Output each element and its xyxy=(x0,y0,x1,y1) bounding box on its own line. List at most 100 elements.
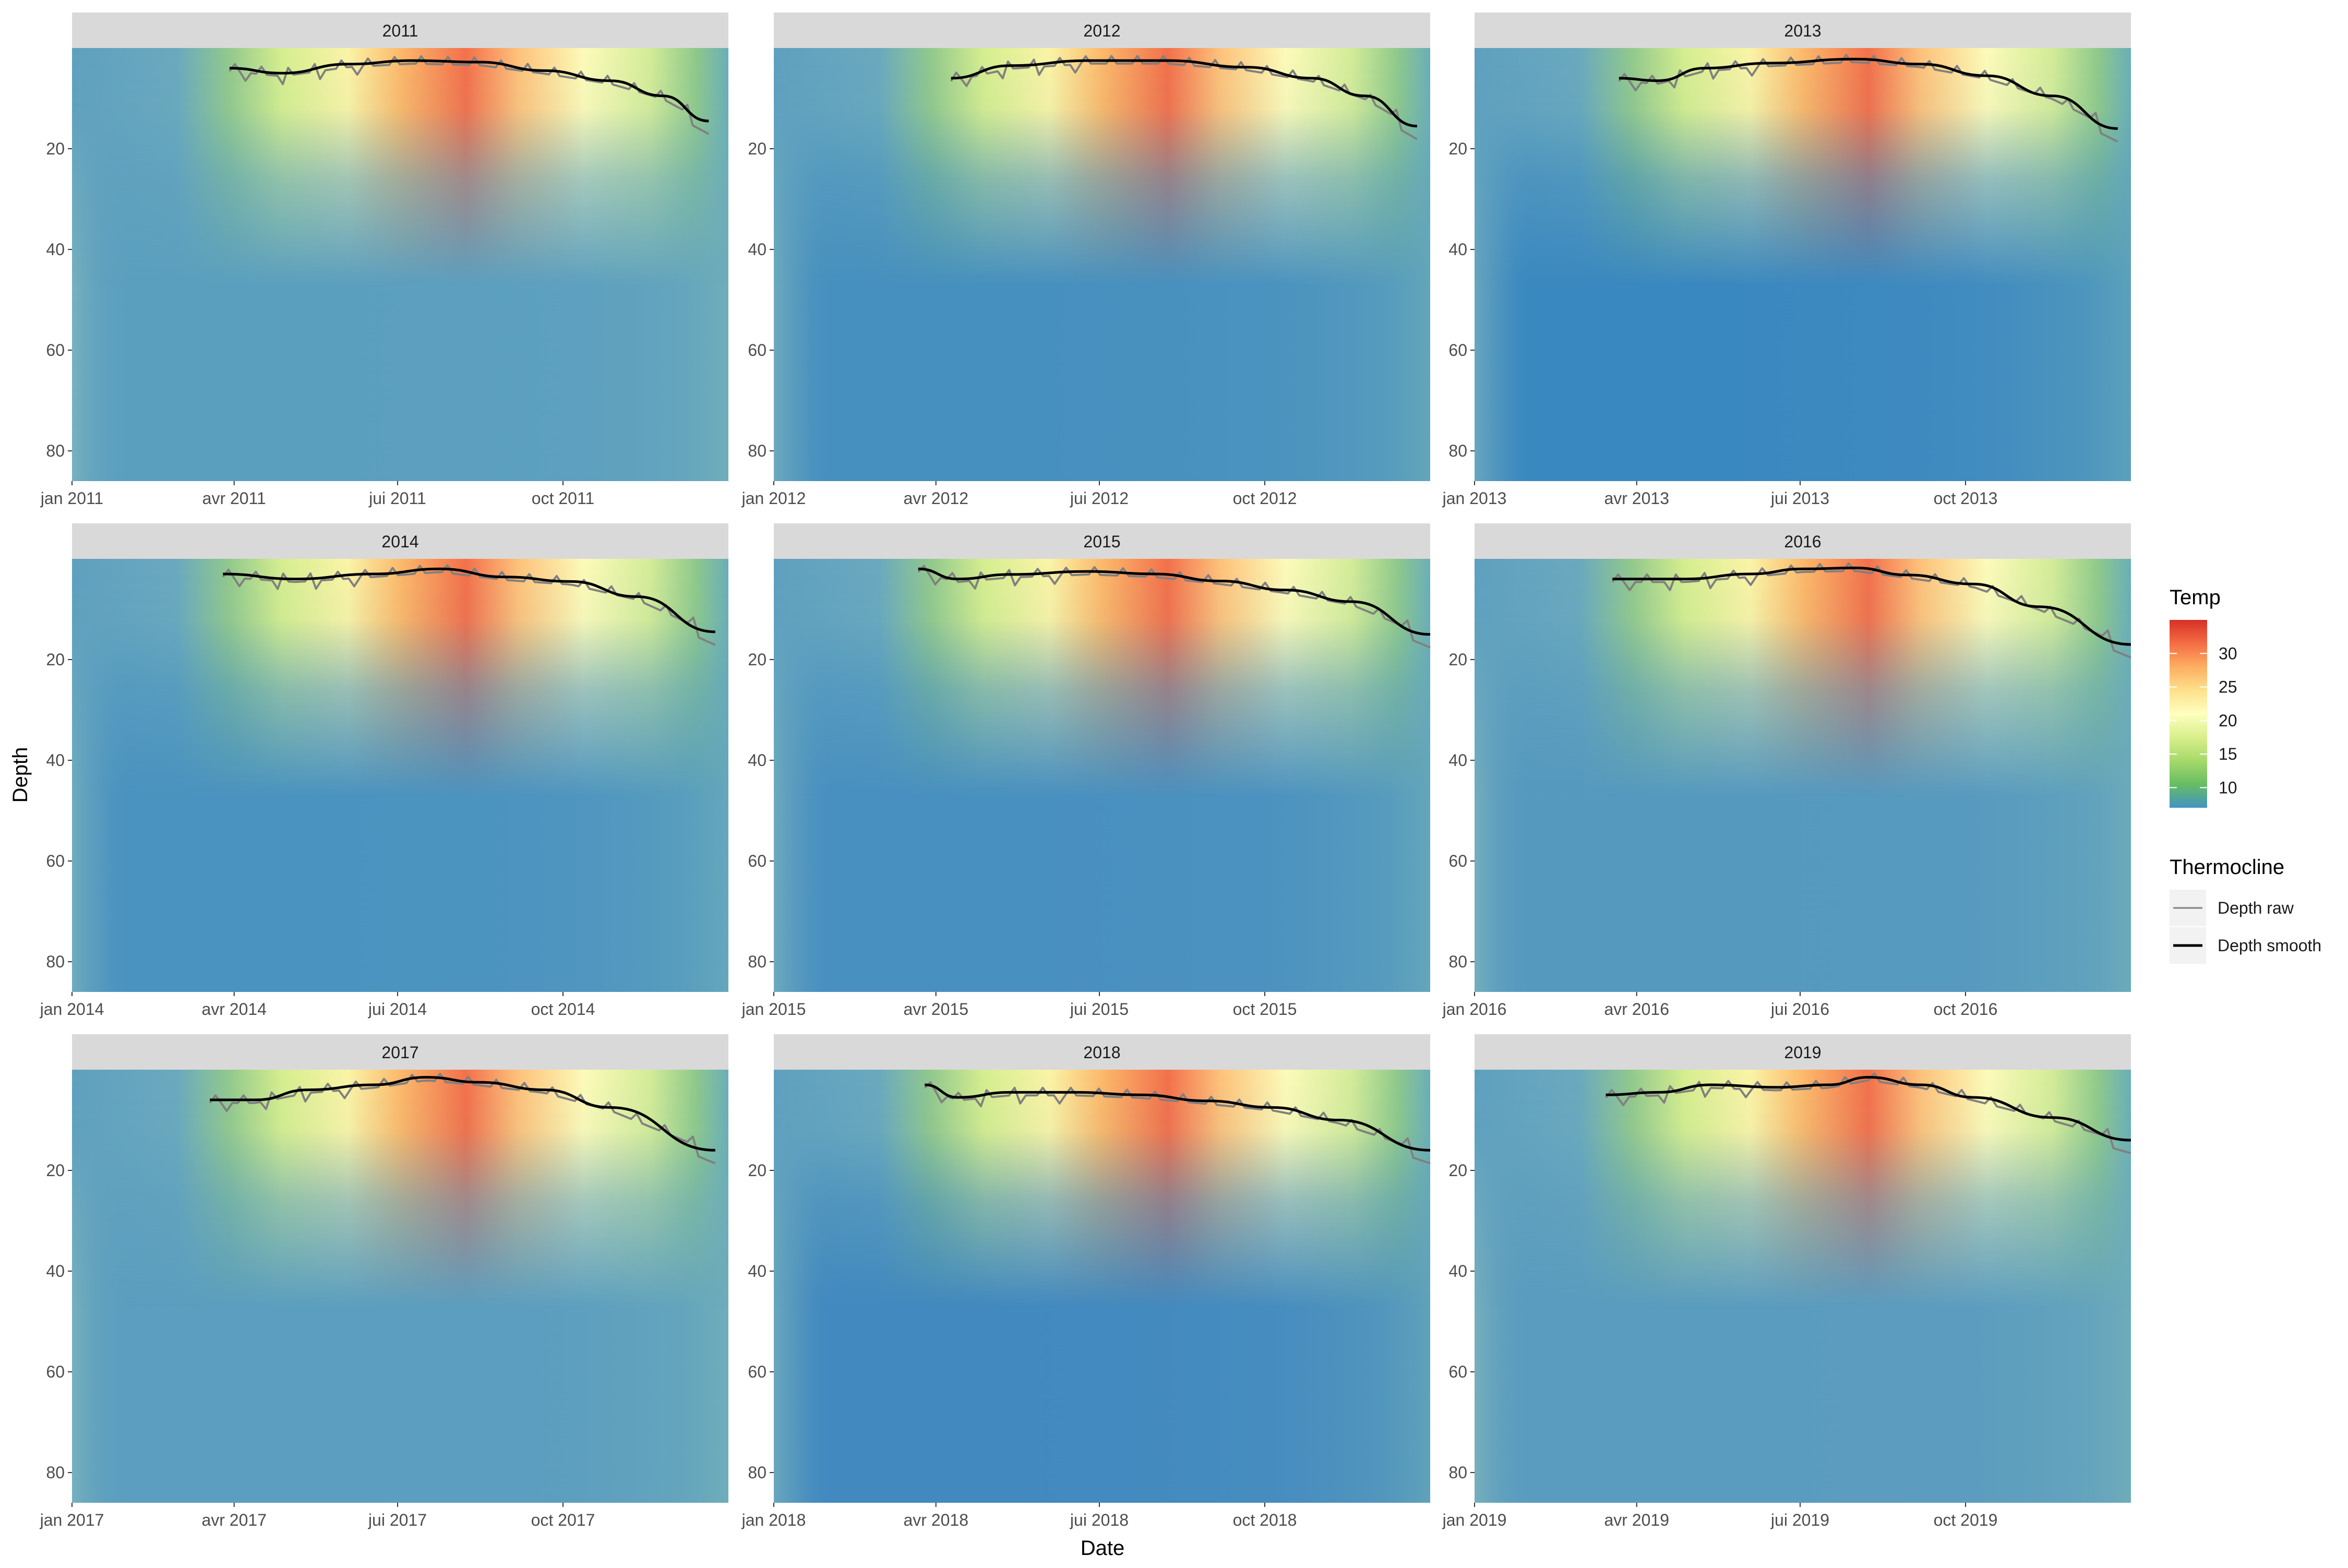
facet-panel-2015: 2015 20 40 60 80 jan 2015 avr 2015 jui 2015 oct … xyxy=(741,523,1431,1019)
y-tick-label: 20 xyxy=(748,650,766,669)
x-tick-label: jan 2018 xyxy=(741,1511,806,1529)
facet-panel-2016: 2016 20 40 60 80 jan 2016 avr 2016 jui 2016 oct … xyxy=(1442,523,2131,1019)
legend-temp-title: Temp xyxy=(2170,586,2221,609)
x-tick-label: avr 2016 xyxy=(1604,1000,1669,1019)
x-tick-label: jui 2018 xyxy=(1070,1511,1129,1529)
facet-strip-label: 2012 xyxy=(1083,21,1120,40)
heatmap-surface-warm-layer xyxy=(1475,1070,2131,1503)
facet-strip-label: 2014 xyxy=(381,532,418,551)
y-tick-label: 20 xyxy=(748,139,766,158)
y-tick-label: 40 xyxy=(46,240,65,259)
x-tick-label: jui 2014 xyxy=(368,1000,427,1019)
thermocline-smooth-line xyxy=(918,567,1431,636)
y-tick-label: 20 xyxy=(46,1161,65,1180)
x-tick-label: oct 2017 xyxy=(531,1511,595,1529)
thermocline-raw-line xyxy=(924,1081,1431,1165)
y-tick-label: 60 xyxy=(46,852,65,870)
facet-strip xyxy=(1475,1034,2131,1070)
heatmap-surface-warm-layer xyxy=(774,1070,1430,1503)
y-tick-label: 80 xyxy=(46,952,65,971)
colorbar xyxy=(2170,620,2207,808)
y-tick-label: 20 xyxy=(1448,650,1467,669)
x-tick-label: jan 2016 xyxy=(1442,1000,1507,1019)
x-tick-label: avr 2014 xyxy=(201,1000,267,1019)
x-tick-label: oct 2013 xyxy=(1934,489,1998,508)
x-tick-label: oct 2016 xyxy=(1934,1000,1998,1019)
colorbar-tick-label: 25 xyxy=(2219,678,2237,697)
y-tick-label: 20 xyxy=(46,139,65,158)
facet-strip xyxy=(774,13,1430,48)
facet-strip-label: 2016 xyxy=(1784,532,1821,551)
x-tick-label: oct 2019 xyxy=(1934,1511,1998,1529)
x-tick-label: avr 2019 xyxy=(1604,1511,1669,1529)
x-tick-label: oct 2011 xyxy=(532,489,594,508)
thermocline-raw-line xyxy=(209,1073,716,1165)
facet-strip-label: 2011 xyxy=(382,21,418,40)
thermocline-raw-line xyxy=(917,565,1431,649)
legend-item-label: Depth smooth xyxy=(2218,936,2321,955)
facet-panel-2017: 2017 20 40 60 80 jan 2017 avr 2017 jui 2017 oct … xyxy=(40,1034,728,1529)
facet-panel-2013: 2013 20 40 60 80 jan 2013 avr 2013 jui 2013 oct … xyxy=(1442,13,2131,508)
y-tick-label: 40 xyxy=(46,1262,65,1280)
colorbar-tick-label: 10 xyxy=(2219,778,2237,797)
x-axis-title: Date xyxy=(1081,1537,1125,1560)
thermocline-smooth-line xyxy=(951,59,1417,128)
x-tick-label: jui 2017 xyxy=(368,1511,427,1529)
y-tick-label: 20 xyxy=(1448,139,1467,158)
thermocline-smooth-line xyxy=(210,1075,715,1152)
x-tick-label: jan 2015 xyxy=(741,1000,806,1019)
y-axis-title: Depth xyxy=(9,747,32,803)
heatmap-surface-warm-layer xyxy=(774,48,1430,481)
y-tick-label: 20 xyxy=(748,1161,766,1180)
x-tick-label: jan 2019 xyxy=(1442,1511,1507,1529)
legend-temp: Temp 30 25 20 15 10 xyxy=(2170,586,2237,808)
y-tick-label: 40 xyxy=(748,1262,766,1280)
heatmap-surface-warm-layer xyxy=(774,559,1430,992)
facet-strip-label: 2013 xyxy=(1784,21,1821,40)
legend-item-label: Depth raw xyxy=(2218,899,2294,917)
y-tick-label: 60 xyxy=(46,341,65,360)
x-tick-label: oct 2014 xyxy=(531,1000,595,1019)
y-tick-label: 20 xyxy=(46,650,65,669)
x-tick-label: jui 2011 xyxy=(368,489,426,508)
y-tick-label: 80 xyxy=(1448,441,1467,460)
y-tick-label: 80 xyxy=(748,952,766,971)
thermocline-raw-line xyxy=(222,564,716,646)
facet-panel-2014: 2014 20 40 60 80 jan 2014 avr 2014 jui 2014 oct … xyxy=(40,523,728,1019)
y-tick-label: 40 xyxy=(1448,240,1467,259)
y-tick-label: 60 xyxy=(748,852,766,870)
y-tick-label: 60 xyxy=(1448,341,1467,360)
thermocline-smooth-line xyxy=(1612,566,2131,646)
x-tick-label: avr 2018 xyxy=(903,1511,968,1529)
x-tick-label: avr 2017 xyxy=(201,1511,267,1529)
legend-thermocline: Thermocline Depth raw Depth smooth xyxy=(2170,856,2321,964)
y-tick-label: 40 xyxy=(1448,751,1467,770)
heatmap-surface-warm-layer xyxy=(72,48,728,481)
x-tick-label: avr 2013 xyxy=(1604,489,1669,508)
y-tick-label: 60 xyxy=(1448,852,1467,870)
x-tick-label: jui 2013 xyxy=(1770,489,1829,508)
thermocline-raw-line xyxy=(1611,562,2131,659)
facet-strip xyxy=(1475,13,2131,48)
facet-strip-label: 2017 xyxy=(381,1043,418,1062)
thermocline-smooth-line xyxy=(1606,1075,2131,1142)
facet-strip xyxy=(72,523,728,559)
x-tick-label: jui 2012 xyxy=(1070,489,1129,508)
y-tick-label: 80 xyxy=(748,441,766,460)
facet-strip xyxy=(1475,523,2131,559)
heatmap-surface-warm-layer xyxy=(72,559,728,992)
x-tick-label: jan 2013 xyxy=(1442,489,1507,508)
y-tick-label: 80 xyxy=(748,1463,766,1482)
x-tick-label: oct 2018 xyxy=(1233,1511,1297,1529)
facet-strip xyxy=(774,1034,1430,1070)
thermocline-raw-line xyxy=(950,55,1418,140)
x-tick-label: avr 2012 xyxy=(903,489,968,508)
thermocline-raw-line xyxy=(229,55,710,135)
heatmap-surface-warm-layer xyxy=(1475,559,2131,992)
x-tick-label: jan 2012 xyxy=(741,489,806,508)
colorbar-tick-label: 20 xyxy=(2219,711,2237,730)
facet-strip xyxy=(774,523,1430,559)
x-tick-label: jui 2019 xyxy=(1770,1511,1829,1529)
y-tick-label: 80 xyxy=(46,441,65,460)
